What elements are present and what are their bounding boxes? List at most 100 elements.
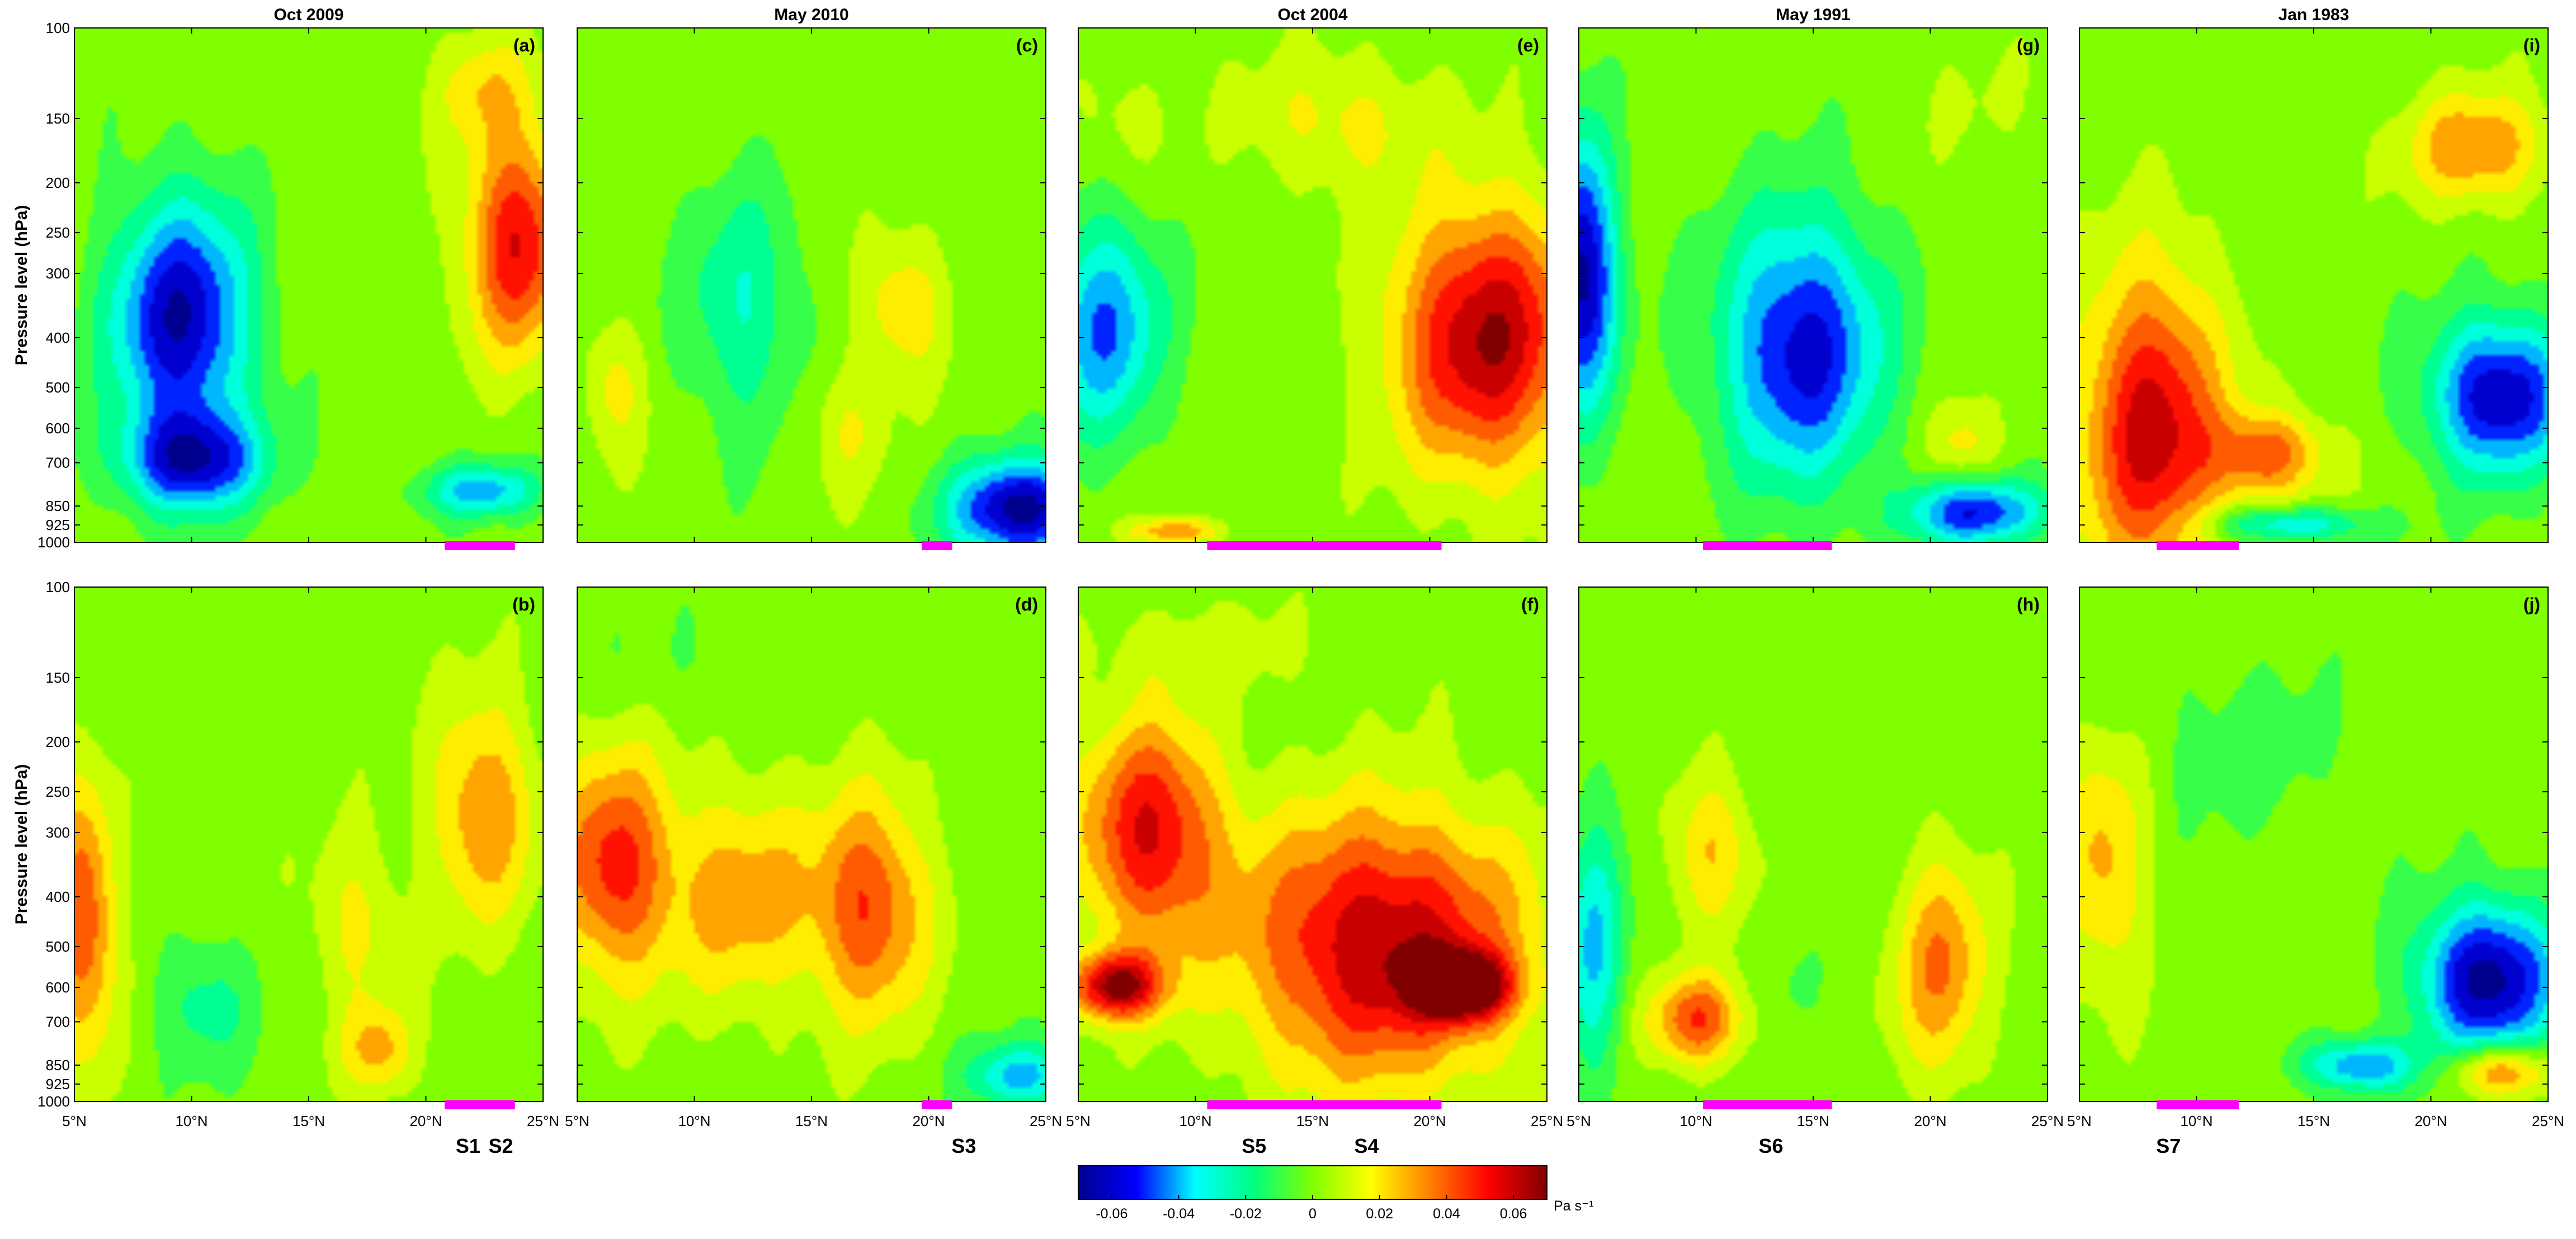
velocity-field <box>1078 587 1547 1101</box>
x-tick-label: 5°N <box>1567 1113 1591 1129</box>
velocity-field <box>1579 587 2047 1101</box>
panel-label: (f) <box>1521 594 1539 614</box>
panels-layer: Oct 2009 May 2010 Oct 2004 May 1991 Jan 1983… <box>12 6 2564 1157</box>
x-tick-label: 10°N <box>2180 1113 2212 1129</box>
site-range-bar <box>2157 1100 2239 1109</box>
y-tick-label: 600 <box>46 979 70 996</box>
y-tick-label: 100 <box>46 579 70 595</box>
site-range-bar <box>921 1100 952 1109</box>
x-tick-label: 5°N <box>565 1113 589 1129</box>
velocity-field <box>1579 28 2047 542</box>
site-range-bar <box>1703 541 1832 550</box>
x-tick-label: 15°N <box>2297 1113 2330 1129</box>
site-label: S5 <box>1242 1134 1266 1157</box>
site-label: S2 <box>489 1134 513 1157</box>
site-label: S1 <box>456 1134 480 1157</box>
panel-label: (j) <box>2523 594 2540 614</box>
site-range-bar <box>445 1100 515 1109</box>
site-label: S7 <box>2156 1134 2181 1157</box>
colorbar-tick-label: 0.04 <box>1433 1206 1460 1222</box>
y-tick-label: 400 <box>46 329 70 346</box>
y-tick-label: 100 <box>46 20 70 36</box>
x-tick-label: 20°N <box>409 1113 442 1129</box>
x-tick-label: 15°N <box>292 1113 325 1129</box>
x-tick-label: 5°N <box>62 1113 87 1129</box>
colorbar-tick-label: -0.06 <box>1096 1206 1127 1222</box>
site-range-bar <box>445 541 515 550</box>
column-title: Jan 1983 <box>2278 6 2349 24</box>
panel-label: (a) <box>513 35 535 55</box>
velocity-field <box>577 28 1046 542</box>
y-tick-label: 600 <box>46 420 70 437</box>
y-axis-label: Pressure level (hPa) <box>12 205 31 366</box>
x-tick-label: 20°N <box>1413 1113 1446 1129</box>
panel-j: (j) 5°N 10°N 15°N 20°N 25°N S7 <box>2067 587 2564 1157</box>
y-tick-label: 300 <box>46 265 70 282</box>
site-label: S6 <box>1759 1134 1784 1157</box>
x-tick-label: 25°N <box>1531 1113 1563 1129</box>
panel-label: (h) <box>2017 594 2040 614</box>
panel-c: (c) <box>577 27 1046 550</box>
velocity-field <box>577 587 1046 1101</box>
velocity-field <box>2079 587 2548 1101</box>
colorbar-tick-label: 0.02 <box>1366 1206 1393 1222</box>
y-tick-label: 150 <box>46 110 70 127</box>
x-tick-label: 10°N <box>1679 1113 1712 1129</box>
y-tick-label: 850 <box>46 1057 70 1074</box>
x-tick-label: 25°N <box>2031 1113 2064 1129</box>
y-tick-label: 300 <box>46 824 70 841</box>
site-range-bar <box>1703 1100 1832 1109</box>
panel-label: (c) <box>1016 35 1038 55</box>
y-tick-label: 700 <box>46 1013 70 1030</box>
velocity-field <box>74 28 543 542</box>
y-tick-label: 200 <box>46 174 70 191</box>
colorbar-tick-label: 0.06 <box>1500 1206 1527 1222</box>
x-tick-label: 20°N <box>2414 1113 2447 1129</box>
column-title: May 1991 <box>1776 6 1850 24</box>
velocity-field <box>74 587 543 1101</box>
y-tick-label: 925 <box>46 517 70 533</box>
y-tick-label: 200 <box>46 734 70 750</box>
x-tick-label: 15°N <box>795 1113 828 1129</box>
x-tick-label: 5°N <box>1066 1113 1091 1129</box>
panel-label: (i) <box>2523 35 2540 55</box>
panel-label: (d) <box>1015 594 1038 614</box>
colorbar-tick-label: 0 <box>1309 1206 1317 1222</box>
site-range-bar <box>2157 541 2239 550</box>
panel-label: (g) <box>2017 35 2040 55</box>
panel-d: (d) 5°N 10°N 15°N 20°N 25°N S3 <box>565 587 1062 1157</box>
y-tick-label: 700 <box>46 454 70 471</box>
panel-a: (a) 100 150 200 250 300 400 500 600 700 850 9251000… <box>12 20 544 551</box>
column-title: May 2010 <box>774 6 848 24</box>
site-range-bar <box>1207 1100 1442 1109</box>
column-title: Oct 2004 <box>1277 6 1347 24</box>
x-tick-label: 25°N <box>2532 1113 2564 1129</box>
x-tick-label: 15°N <box>1296 1113 1329 1129</box>
panel-label: (b) <box>512 594 535 614</box>
x-tick-label: 10°N <box>175 1113 207 1129</box>
y-tick-label: 850 <box>46 498 70 514</box>
x-tick-label: 15°N <box>1797 1113 1829 1129</box>
x-tick-label: 20°N <box>912 1113 945 1129</box>
y-tick-label: 250 <box>46 224 70 241</box>
panel-f: (f) 5°N 10°N 15°N 20°N 25°N S5 S4 <box>1066 587 1563 1157</box>
panel-e: (e) <box>1078 27 1548 550</box>
colorbar: -0.06 -0.04 -0.02 0 0.02 0.04 0.06 Pa s⁻¹ <box>1078 1165 1594 1222</box>
y-tick-label: 500 <box>46 938 70 955</box>
x-tick-label: 25°N <box>527 1113 559 1129</box>
site-range-bar <box>1207 541 1442 550</box>
x-tick-label: 10°N <box>678 1113 710 1129</box>
colorbar-unit: Pa s⁻¹ <box>1554 1198 1594 1214</box>
velocity-field <box>2079 28 2548 542</box>
x-tick-label: 20°N <box>1914 1113 1946 1129</box>
panel-h: (h) 5°N 10°N 15°N 20°N 25°N S6 <box>1567 587 2064 1157</box>
site-label: S4 <box>1354 1134 1379 1157</box>
y-axis-label: Pressure level (hPa) <box>12 764 31 925</box>
y-tick-label: 500 <box>46 379 70 396</box>
site-label: S3 <box>951 1134 976 1157</box>
x-tick-label: 10°N <box>1179 1113 1211 1129</box>
colorbar-tick-label: -0.04 <box>1163 1206 1195 1222</box>
panel-g: (g) <box>1578 27 2048 550</box>
site-range-bar <box>921 541 952 550</box>
